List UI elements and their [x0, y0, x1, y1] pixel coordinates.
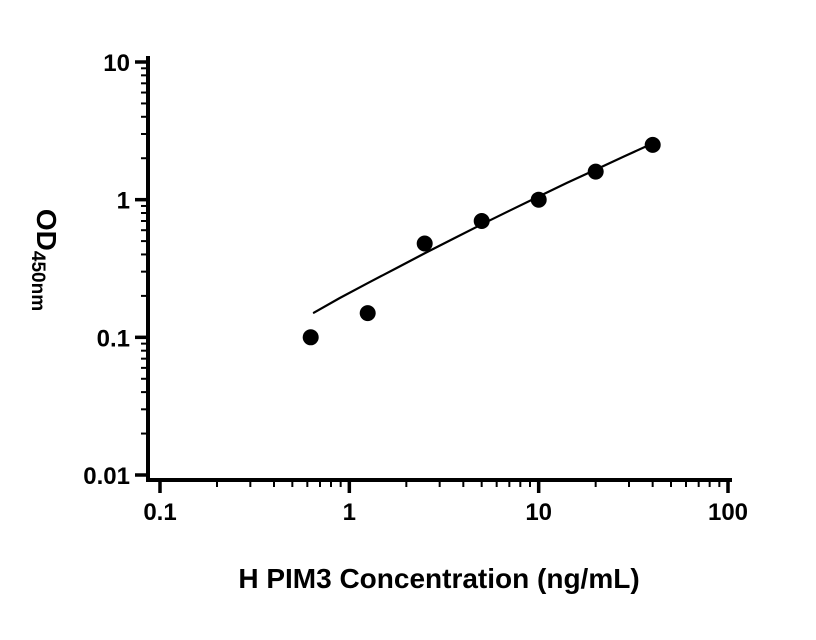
- y-tick-label: 10: [103, 50, 130, 77]
- x-axis-title: H PIM3 Concentration (ng/mL): [238, 563, 640, 594]
- x-tick-label: 100: [708, 499, 748, 526]
- y-tick-label: 0.1: [97, 325, 130, 352]
- data-point: [473, 213, 490, 229]
- data-point: [416, 235, 433, 252]
- x-tick-label: 1: [343, 499, 356, 526]
- data-point: [302, 329, 319, 346]
- y-axis-title: OD450nm: [27, 208, 62, 312]
- y-tick-label: 1: [117, 188, 130, 215]
- data-point: [359, 305, 376, 322]
- x-tick-label: 0.1: [143, 499, 176, 526]
- data-point: [530, 191, 547, 208]
- data-point: [587, 163, 604, 180]
- y-axis-title-subscript: 450nm: [27, 250, 48, 312]
- data-point: [644, 136, 661, 153]
- y-tick-label: 0.01: [83, 463, 130, 490]
- x-tick-label: 10: [525, 499, 552, 526]
- y-axis-title-main: OD: [31, 208, 62, 251]
